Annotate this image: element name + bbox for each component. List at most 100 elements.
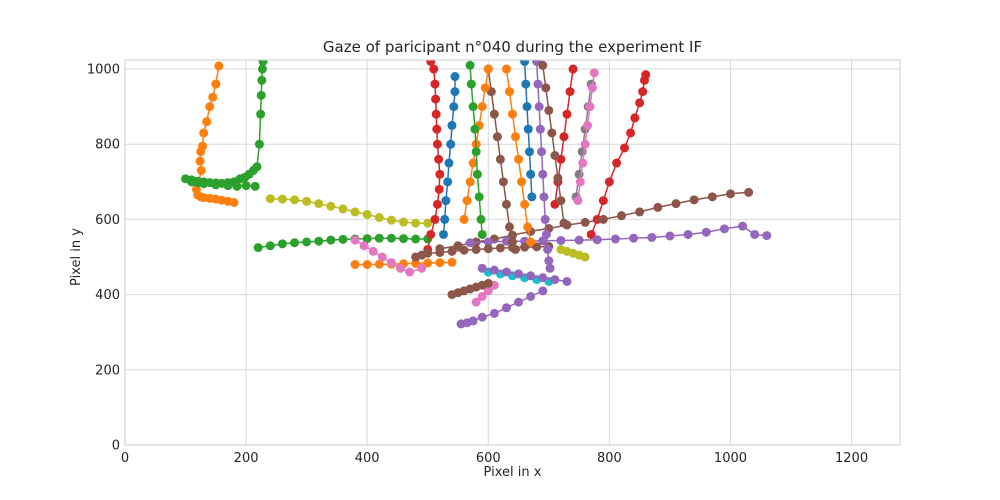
data-point [574,235,584,245]
data-point [520,60,530,67]
data-point [258,60,268,67]
data-point [468,102,478,112]
data-point [434,184,444,194]
series-19 [520,60,537,202]
x-tick-label: 400 [355,451,380,466]
series-23 [538,60,569,228]
data-point [338,204,348,214]
data-point [585,102,595,112]
data-point [423,218,433,228]
data-point [326,201,336,211]
y-tick-label: 400 [95,288,120,303]
y-tick-label: 200 [95,363,120,378]
data-point [489,109,499,119]
series-6 [438,72,460,239]
data-point [589,68,599,78]
data-point [256,90,266,100]
data-point [423,258,433,268]
data-point [431,94,441,104]
data-point [565,87,575,97]
data-point [550,150,560,160]
data-point [526,237,536,247]
data-point [468,158,478,168]
data-point [616,211,626,221]
data-point [762,231,772,241]
data-point [526,271,536,281]
data-point [537,147,547,157]
data-point [277,239,287,249]
data-point [612,158,622,168]
data-point [377,252,387,262]
data-point [362,234,372,244]
series-line [442,76,456,235]
data-point [196,147,206,157]
data-point [527,192,537,202]
data-point [517,177,527,187]
data-point [559,218,569,228]
data-point [440,214,450,224]
data-point [450,87,460,97]
data-point [444,158,454,168]
data-point [430,79,440,89]
data-point [520,242,530,252]
data-point [586,229,596,239]
data-point [477,291,487,301]
data-point [359,241,369,251]
data-point [399,217,409,227]
data-point [432,139,442,149]
data-point [435,258,445,268]
data-point [195,156,205,166]
series-15 [465,60,487,239]
data-point [719,224,729,234]
data-point [522,102,532,112]
data-point [432,199,442,209]
data-point [725,189,735,199]
data-point [562,109,572,119]
data-point [450,72,460,82]
data-point [314,236,324,246]
x-tick-label: 800 [597,451,622,466]
data-point [598,214,608,224]
data-point [459,245,469,255]
data-point [626,128,636,138]
series-8 [586,70,651,239]
data-point [199,128,209,138]
data-point [257,64,267,74]
y-tick-label: 0 [112,439,120,454]
data-point [511,132,521,142]
series-20 [532,60,555,273]
data-point [514,269,524,279]
data-point [430,214,440,224]
data-point [583,120,593,130]
data-point [446,139,456,149]
data-point [638,87,648,97]
data-point [521,79,531,89]
chart-title: Gaze of paricipant n°040 during the expe… [323,38,702,56]
y-axis-label: Pixel in y [69,228,84,286]
data-point [241,181,251,191]
data-point [434,154,444,164]
data-point [556,196,566,206]
data-point [489,265,499,275]
data-point [386,215,396,225]
data-point [431,109,441,119]
series-5 [350,235,427,277]
data-point [477,229,487,239]
data-point [459,214,469,224]
data-point [471,244,481,254]
data-point [399,234,409,244]
data-point [462,196,472,206]
x-tick-label: 0 [121,451,129,466]
data-point [435,169,445,179]
data-point [199,179,209,189]
series-1 [181,60,268,191]
data-point [350,207,360,217]
data-point [395,263,405,273]
data-point [474,192,484,202]
data-point [250,181,260,191]
data-point [447,257,457,267]
data-point [489,308,499,318]
x-tick-label: 600 [476,451,501,466]
data-point [547,128,557,138]
